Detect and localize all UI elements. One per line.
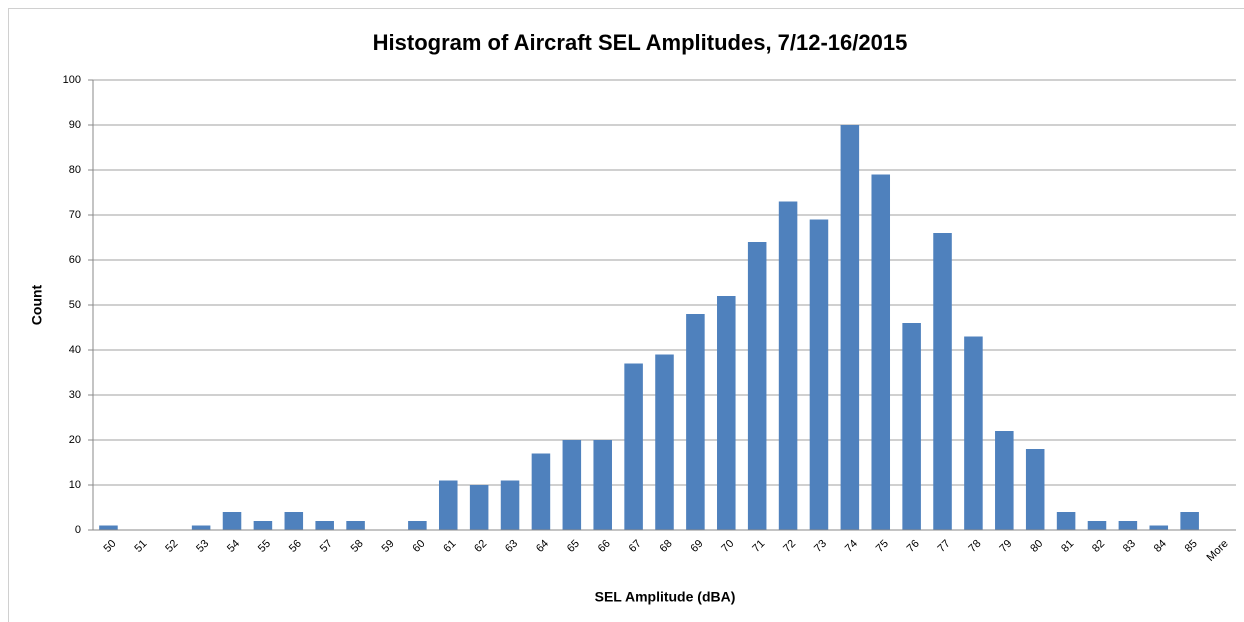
bar bbox=[902, 323, 921, 530]
bar bbox=[562, 440, 582, 530]
bar bbox=[315, 521, 334, 530]
y-tick-label: 60 bbox=[69, 254, 81, 266]
bar bbox=[438, 480, 458, 530]
y-tick-label: 30 bbox=[69, 389, 81, 401]
bar bbox=[871, 174, 891, 530]
bar bbox=[655, 354, 674, 530]
y-tick-label: 50 bbox=[69, 299, 81, 311]
bar bbox=[964, 336, 983, 530]
bar bbox=[1087, 521, 1107, 530]
y-tick-label: 40 bbox=[69, 344, 81, 356]
bar bbox=[500, 480, 520, 530]
x-axis-label: SEL Amplitude (dBA) bbox=[595, 589, 736, 605]
y-tick-label: 90 bbox=[69, 119, 81, 131]
bar bbox=[1025, 449, 1045, 530]
y-tick-label: 100 bbox=[63, 74, 81, 86]
bar bbox=[1149, 525, 1169, 530]
bar bbox=[253, 521, 273, 530]
bar bbox=[346, 521, 365, 530]
bar bbox=[1180, 512, 1199, 530]
bar bbox=[995, 431, 1014, 530]
bar bbox=[1056, 512, 1076, 530]
bar bbox=[531, 453, 551, 530]
bar bbox=[778, 201, 798, 530]
bar bbox=[284, 512, 304, 530]
bar bbox=[222, 512, 242, 530]
bar bbox=[840, 125, 860, 530]
bar bbox=[191, 525, 211, 530]
bar bbox=[469, 485, 489, 530]
bar bbox=[686, 314, 705, 530]
y-tick-label: 70 bbox=[69, 209, 81, 221]
bar bbox=[933, 233, 952, 530]
bar bbox=[99, 525, 118, 530]
bar bbox=[1118, 521, 1138, 530]
bar bbox=[408, 521, 427, 530]
chart-title: Histogram of Aircraft SEL Amplitudes, 7/… bbox=[373, 30, 908, 55]
y-tick-label: 20 bbox=[69, 434, 81, 446]
y-tick-label: 10 bbox=[69, 479, 81, 491]
bar bbox=[747, 242, 767, 530]
y-tick-label: 0 bbox=[75, 524, 81, 536]
bar bbox=[717, 296, 736, 530]
bar bbox=[624, 363, 643, 530]
y-axis-label: Count bbox=[29, 284, 45, 325]
y-tick-label: 80 bbox=[69, 164, 81, 176]
bar bbox=[593, 440, 612, 530]
bar bbox=[809, 219, 829, 530]
